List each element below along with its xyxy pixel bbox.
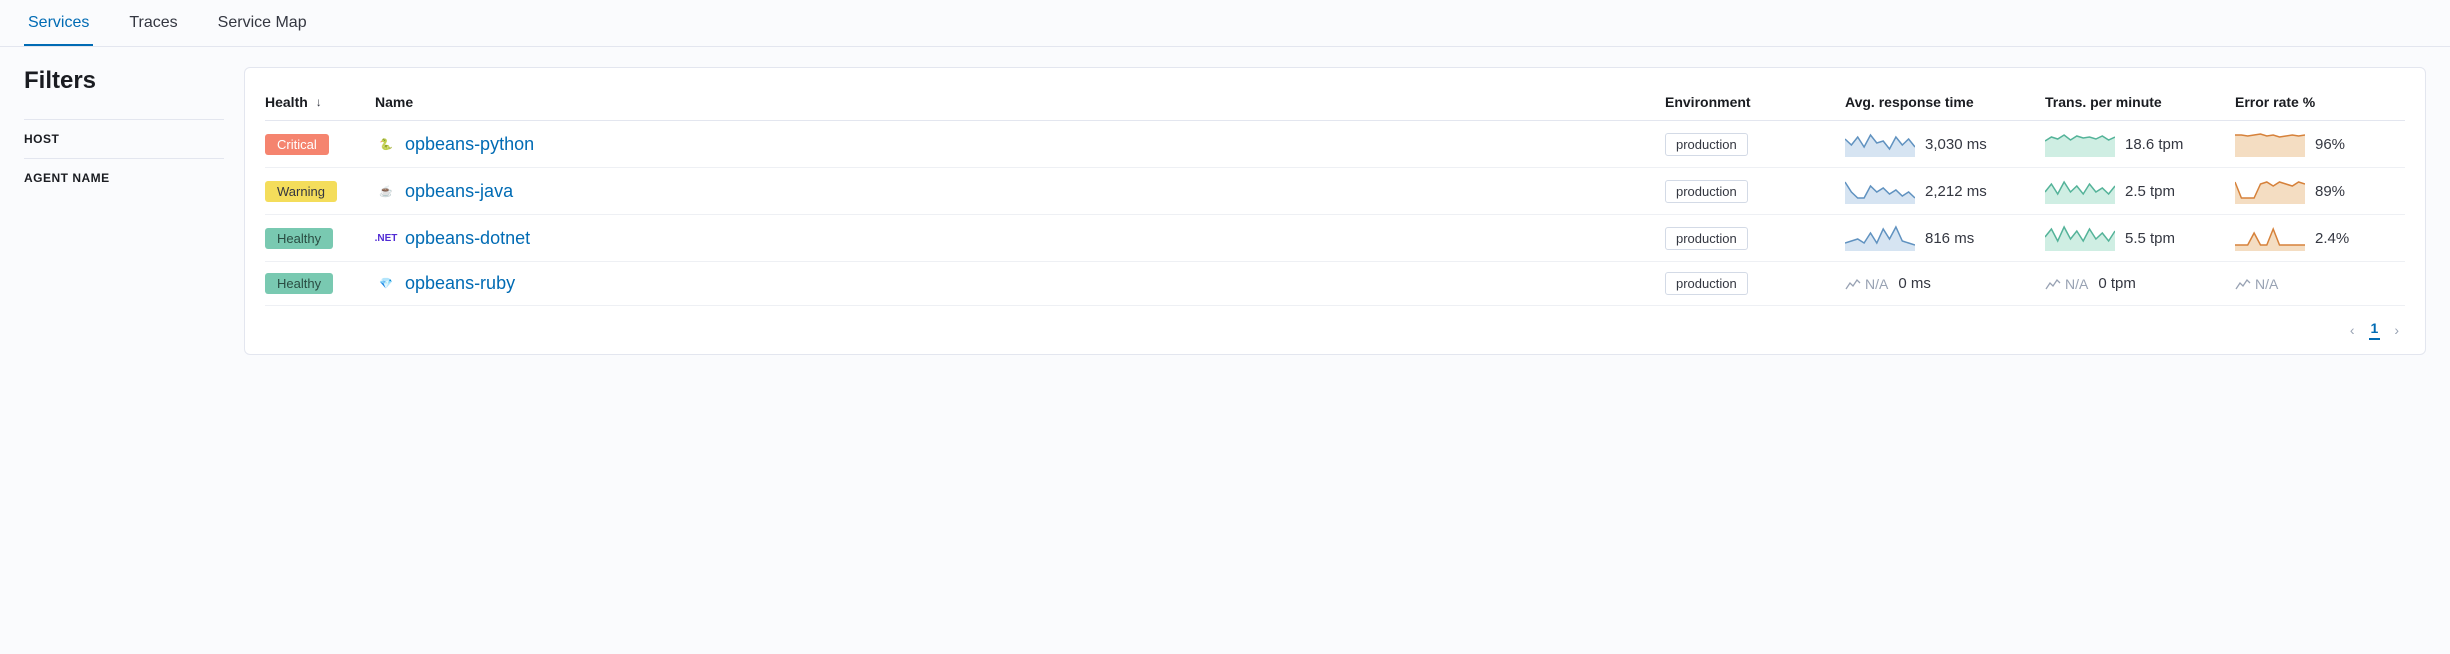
na-chip: N/A (2235, 276, 2278, 292)
na-chip: N/A (2045, 276, 2088, 292)
environment-badge: production (1665, 180, 1748, 203)
sparkline (2235, 178, 2305, 204)
table-row: Critical 🐍 opbeans-python production 3,03… (265, 121, 2405, 168)
sparkline (2235, 225, 2305, 251)
python-icon: 🐍 (375, 133, 397, 155)
filter-group-agent-name[interactable]: AGENT NAME (24, 158, 224, 197)
filter-label: AGENT NAME (24, 171, 224, 185)
environment-badge: production (1665, 227, 1748, 250)
sparkline (2045, 178, 2115, 204)
tab-service-map[interactable]: Service Map (214, 0, 311, 46)
filter-group-host[interactable]: HOST (24, 119, 224, 158)
metric-value: 5.5 tpm (2125, 230, 2175, 247)
sparkline (1845, 178, 1915, 204)
sparkline (2235, 131, 2305, 157)
metric-value: 816 ms (1925, 230, 1974, 247)
service-link[interactable]: opbeans-python (405, 134, 534, 155)
col-tpm[interactable]: Trans. per minute (2045, 94, 2235, 110)
table-row: Healthy .NET opbeans-dotnet production 81… (265, 215, 2405, 262)
service-link[interactable]: opbeans-dotnet (405, 228, 530, 249)
health-badge: Healthy (265, 228, 333, 249)
col-name[interactable]: Name (375, 94, 1665, 110)
col-health-label: Health (265, 94, 308, 110)
health-badge: Warning (265, 181, 337, 202)
services-table: Health ↓ Name Environment Avg. response … (265, 84, 2405, 306)
ruby-icon: 💎 (375, 273, 397, 295)
metric-value: 0 tpm (2098, 275, 2136, 292)
health-badge: Healthy (265, 273, 333, 294)
sparkline (1845, 131, 1915, 157)
environment-badge: production (1665, 133, 1748, 156)
sparkline (2045, 131, 2115, 157)
page-number[interactable]: 1 (2369, 320, 2381, 340)
tab-traces[interactable]: Traces (125, 0, 181, 46)
col-avg-response[interactable]: Avg. response time (1845, 94, 2045, 110)
page-prev-icon[interactable]: ‹ (2350, 322, 2355, 338)
metric-value: 0 ms (1898, 275, 1931, 292)
table-row: Warning ☕ opbeans-java production 2,212 m… (265, 168, 2405, 215)
sort-desc-icon: ↓ (316, 95, 322, 109)
nav-tabs: Services Traces Service Map (0, 0, 2450, 47)
service-link[interactable]: opbeans-ruby (405, 273, 515, 294)
services-panel: Health ↓ Name Environment Avg. response … (244, 67, 2426, 355)
metric-value: 2.5 tpm (2125, 183, 2175, 200)
filters-panel: Filters HOST AGENT NAME (24, 67, 224, 355)
service-link[interactable]: opbeans-java (405, 181, 513, 202)
col-environment[interactable]: Environment (1665, 94, 1845, 110)
filter-label: HOST (24, 132, 224, 146)
metric-value: 18.6 tpm (2125, 136, 2183, 153)
dotnet-icon: .NET (375, 227, 397, 249)
metric-value: 89% (2315, 183, 2345, 200)
pagination: ‹ 1 › (265, 306, 2405, 346)
table-header-row: Health ↓ Name Environment Avg. response … (265, 84, 2405, 121)
metric-value: 3,030 ms (1925, 136, 1987, 153)
tab-services[interactable]: Services (24, 0, 93, 46)
metric-value: 2.4% (2315, 230, 2349, 247)
col-error-rate[interactable]: Error rate % (2235, 94, 2405, 110)
metric-value: 96% (2315, 136, 2345, 153)
page-next-icon[interactable]: › (2394, 322, 2399, 338)
table-row: Healthy 💎 opbeans-ruby production N/A 0 m… (265, 262, 2405, 306)
na-chip: N/A (1845, 276, 1888, 292)
filters-title: Filters (24, 67, 224, 95)
sparkline (2045, 225, 2115, 251)
java-icon: ☕ (375, 180, 397, 202)
health-badge: Critical (265, 134, 329, 155)
sparkline (1845, 225, 1915, 251)
metric-value: 2,212 ms (1925, 183, 1987, 200)
environment-badge: production (1665, 272, 1748, 295)
col-health[interactable]: Health ↓ (265, 94, 375, 110)
